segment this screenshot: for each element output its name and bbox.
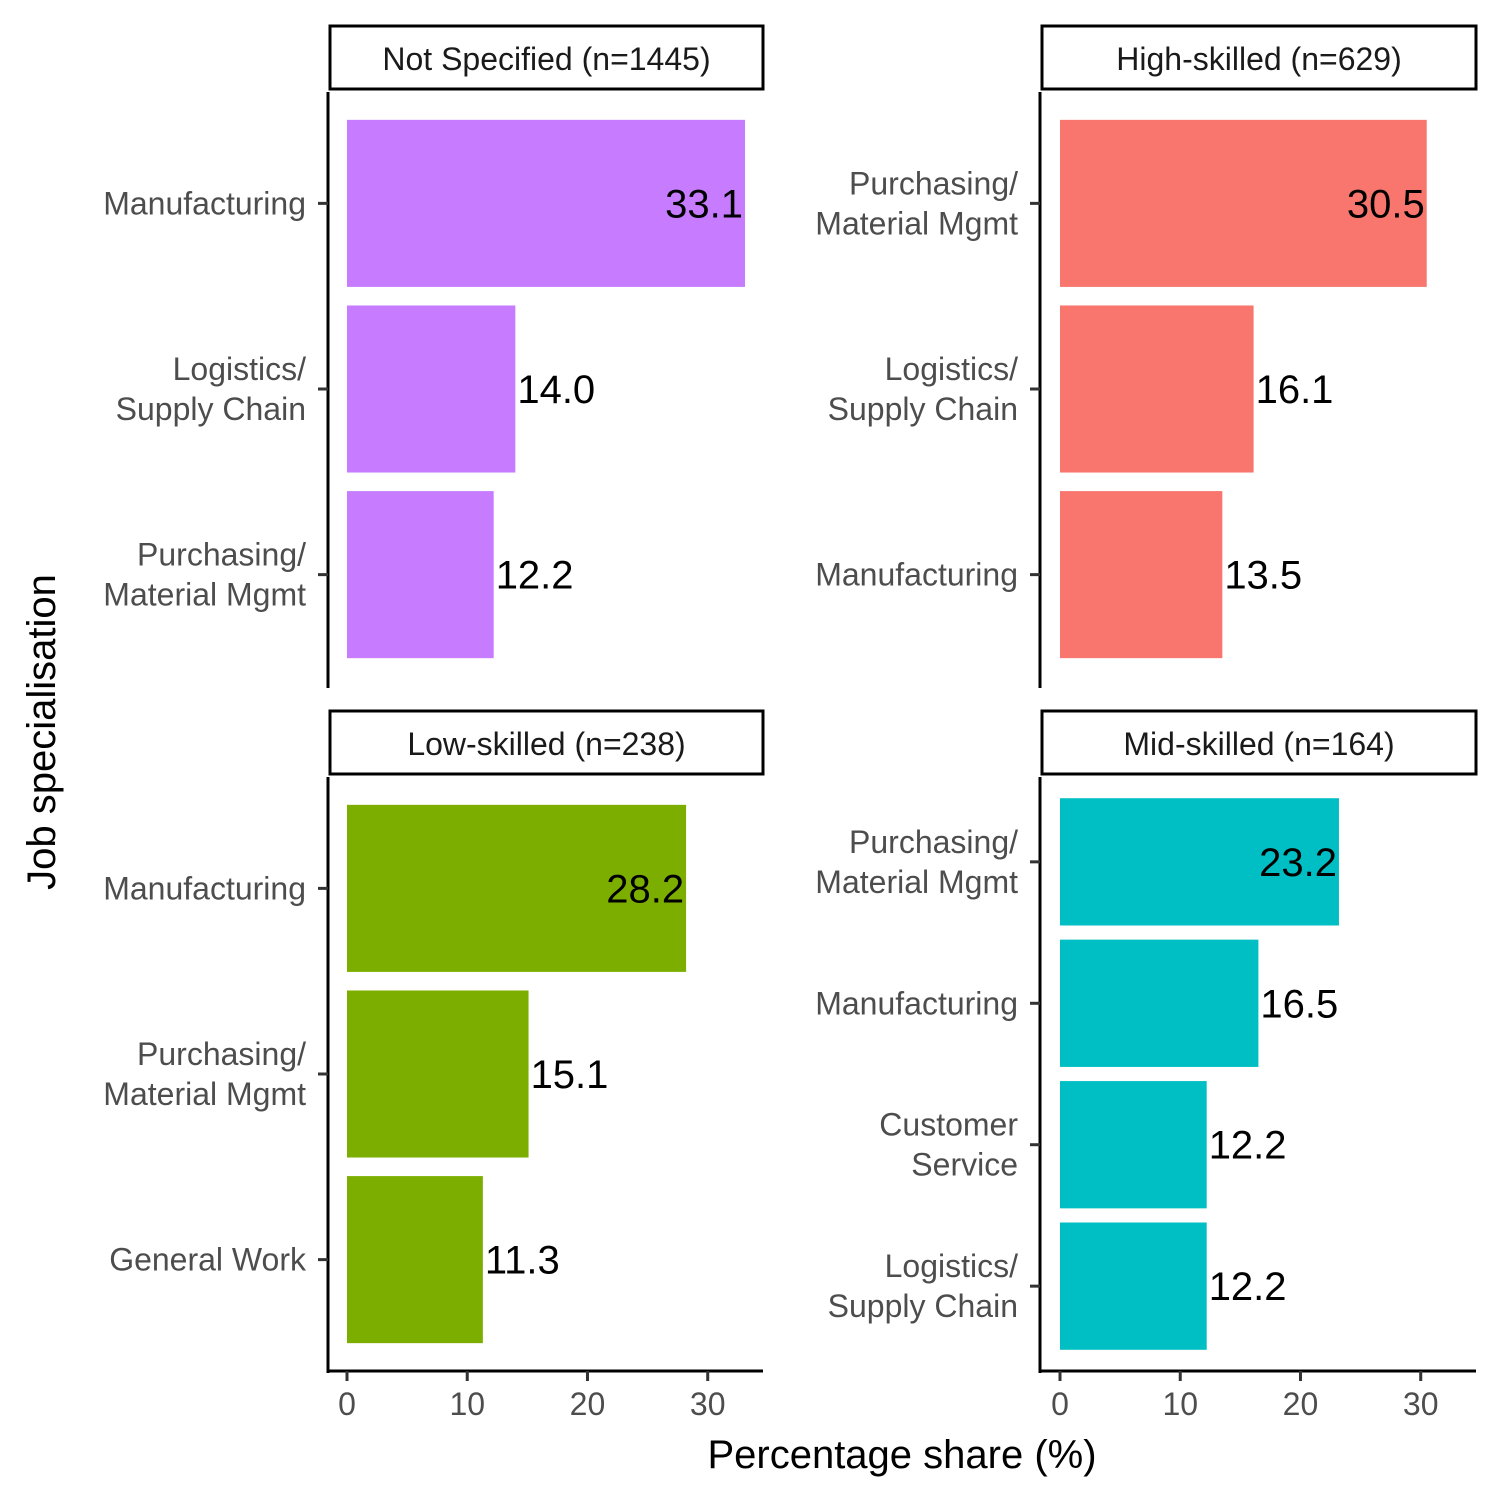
category-label: Manufacturing bbox=[103, 870, 306, 906]
category-label: Supply Chain bbox=[116, 391, 306, 427]
bar bbox=[347, 119, 745, 287]
panel-title: Low-skilled (n=238) bbox=[407, 726, 685, 762]
panel-strip bbox=[328, 709, 765, 776]
x-tick-label: 20 bbox=[1283, 1386, 1319, 1422]
x-tick-label: 30 bbox=[690, 1386, 726, 1422]
category-label: Purchasing/ bbox=[137, 1036, 306, 1072]
data-label: 33.1 bbox=[665, 182, 743, 226]
bar bbox=[1060, 939, 1259, 1067]
panel-strip bbox=[328, 24, 765, 91]
panel-strip bbox=[1040, 24, 1478, 91]
panel-title: Not Specified (n=1445) bbox=[382, 41, 710, 77]
data-label: 12.2 bbox=[1209, 1124, 1287, 1168]
bar bbox=[1060, 305, 1254, 473]
data-label: 13.5 bbox=[1224, 554, 1302, 598]
category-label: Logistics/ bbox=[173, 351, 307, 387]
x-tick-label: 0 bbox=[1051, 1386, 1069, 1422]
x-tick-label: 20 bbox=[570, 1386, 606, 1422]
bar bbox=[1060, 491, 1223, 659]
category-label: Supply Chain bbox=[828, 391, 1018, 427]
panel-title: High-skilled (n=629) bbox=[1116, 41, 1401, 77]
data-label: 15.1 bbox=[531, 1053, 609, 1097]
bar bbox=[1060, 798, 1339, 926]
data-label: 28.2 bbox=[606, 867, 684, 911]
category-label: Logistics/ bbox=[885, 351, 1019, 387]
data-label: 16.5 bbox=[1260, 982, 1338, 1026]
bar bbox=[1060, 119, 1427, 287]
bar bbox=[347, 804, 687, 972]
data-label: 30.5 bbox=[1347, 182, 1425, 226]
category-label: Supply Chain bbox=[828, 1288, 1018, 1324]
bar bbox=[1060, 1222, 1207, 1350]
category-label: Manufacturing bbox=[815, 985, 1018, 1021]
category-label: Purchasing/ bbox=[137, 537, 306, 573]
x-axis-title: Percentage share (%) bbox=[707, 1433, 1096, 1477]
category-label: Material Mgmt bbox=[815, 205, 1018, 241]
data-label: 12.2 bbox=[496, 554, 574, 598]
bar bbox=[347, 990, 529, 1158]
data-label: 12.2 bbox=[1209, 1265, 1287, 1309]
bar bbox=[347, 491, 494, 659]
category-label: Service bbox=[911, 1147, 1018, 1183]
category-label: Material Mgmt bbox=[103, 577, 306, 613]
category-label: Material Mgmt bbox=[815, 864, 1018, 900]
category-label: Customer bbox=[879, 1107, 1018, 1143]
bar bbox=[347, 305, 516, 473]
panel-title: Mid-skilled (n=164) bbox=[1123, 726, 1394, 762]
x-tick-label: 10 bbox=[449, 1386, 485, 1422]
category-label: Manufacturing bbox=[815, 557, 1018, 593]
panel-strip bbox=[1040, 709, 1478, 776]
category-label: General Work bbox=[109, 1242, 307, 1278]
x-tick-label: 10 bbox=[1162, 1386, 1198, 1422]
bar bbox=[347, 1176, 483, 1344]
x-tick-label: 0 bbox=[338, 1386, 356, 1422]
data-label: 11.3 bbox=[485, 1239, 560, 1283]
bar bbox=[1060, 1081, 1207, 1209]
category-label: Purchasing/ bbox=[849, 824, 1018, 860]
data-label: 23.2 bbox=[1259, 841, 1337, 885]
category-label: Logistics/ bbox=[885, 1248, 1019, 1284]
data-label: 14.0 bbox=[517, 368, 595, 412]
category-label: Material Mgmt bbox=[103, 1076, 306, 1112]
x-tick-label: 30 bbox=[1403, 1386, 1439, 1422]
y-axis-title: Job specialisation bbox=[20, 574, 64, 890]
data-label: 16.1 bbox=[1256, 368, 1334, 412]
category-label: Manufacturing bbox=[103, 185, 306, 221]
category-label: Purchasing/ bbox=[849, 165, 1018, 201]
